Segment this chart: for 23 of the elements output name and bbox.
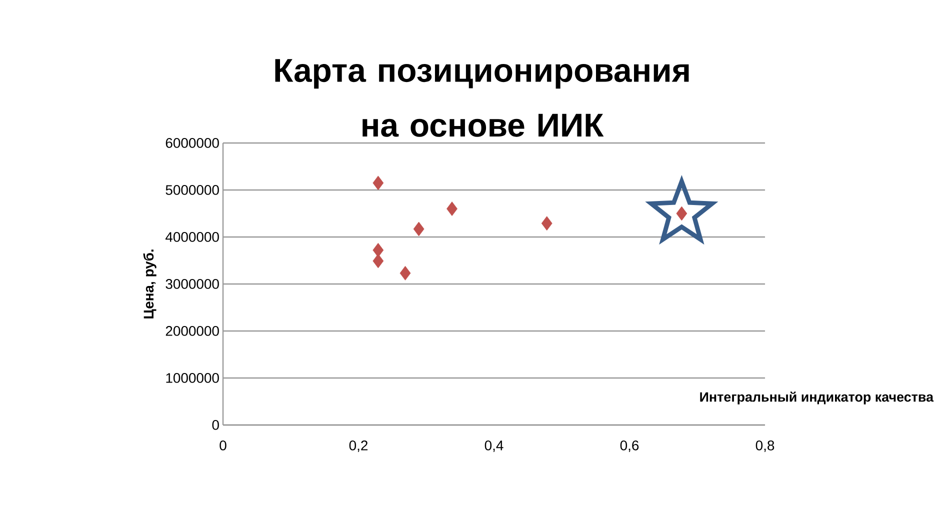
point	[446, 202, 458, 216]
point	[372, 242, 384, 258]
x-tick-label: 0,6	[620, 440, 639, 452]
chart-title: Карта позиционирования на основе ИИК	[275, 59, 689, 137]
y-tick-label: 1000000	[166, 373, 219, 383]
y-tick-label: 2000000	[166, 326, 219, 336]
y-tick-label: 3000000	[166, 279, 219, 289]
y-tick-label: 6000000	[166, 138, 219, 148]
y-tick-label: 0	[212, 420, 219, 430]
x-tick-label: 0	[220, 440, 226, 450]
y-tick-label: 5000000	[166, 185, 219, 195]
x-tick-label: 0,2	[349, 440, 368, 452]
y-tick-label: 4000000	[166, 232, 219, 242]
x-tick-label: 0,4	[484, 440, 504, 452]
y-axis-title: Цена, руб.	[143, 250, 156, 318]
point	[372, 176, 384, 190]
point	[372, 254, 384, 268]
x-axis-title: Интегральный индикатор качества	[700, 392, 934, 404]
point	[400, 266, 411, 280]
point	[413, 222, 424, 236]
x-tick-label: 0,8	[756, 440, 774, 452]
point	[541, 216, 552, 231]
point	[676, 206, 688, 221]
